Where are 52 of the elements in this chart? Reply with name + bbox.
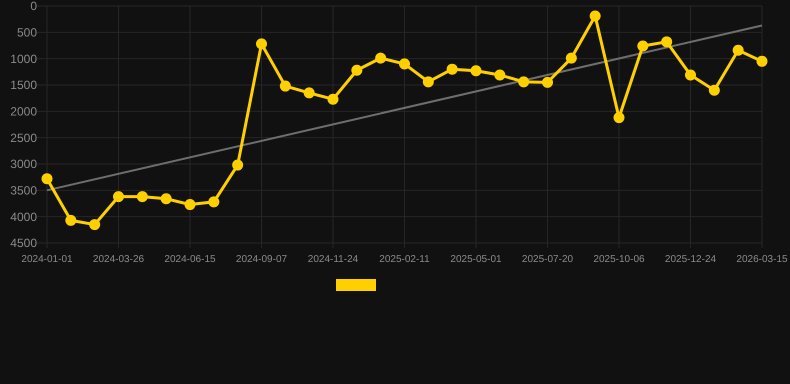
point: [208, 196, 220, 208]
point: [661, 36, 672, 48]
point: [756, 56, 768, 67]
point: [280, 80, 291, 92]
x-tick-label: 2025-10-06: [593, 254, 646, 265]
point: [65, 214, 76, 226]
point: [328, 94, 338, 105]
x-tick-label: 2025-07-20: [522, 254, 574, 265]
x-tick-label: 2026-03-15: [736, 254, 788, 265]
point: [494, 69, 506, 80]
point: [708, 84, 720, 96]
x-tick-label: 2025-05-01: [450, 254, 502, 265]
y-tick-label: 2500: [10, 130, 38, 145]
point: [446, 64, 458, 75]
y-tick-label: 4000: [10, 210, 38, 224]
point: [732, 44, 744, 56]
y-tick-label: 1000: [10, 52, 38, 66]
point: [566, 52, 577, 64]
point: [399, 58, 410, 70]
point: [518, 76, 530, 88]
point: [136, 191, 148, 202]
point: [375, 52, 386, 64]
point: [470, 65, 482, 76]
y-tick-label: 3500: [10, 184, 38, 198]
point: [160, 193, 172, 204]
y-tick-label: 1500: [10, 78, 38, 92]
x-tick-label: 2025-12-24: [664, 254, 717, 265]
x-tick-label: 2024-06-15: [164, 254, 216, 265]
x-tick-label: 2024-01-01: [21, 254, 74, 265]
point: [89, 219, 100, 230]
point: [304, 87, 315, 98]
x-tick-label: 2024-03-26: [92, 254, 145, 265]
point: [590, 10, 601, 22]
point: [42, 173, 52, 184]
point: [184, 199, 196, 210]
point: [422, 76, 434, 88]
point: [232, 160, 244, 171]
x-tick-label: 2024-09-07: [236, 254, 288, 265]
point: [614, 112, 624, 124]
x-tick-label: 2025-02-11: [379, 254, 430, 265]
y-tick-label: 2000: [10, 104, 38, 119]
point: [256, 38, 267, 50]
y-tick-label: 0: [30, 0, 38, 14]
x-tick-label: 2024-11-24: [308, 254, 359, 265]
y-tick-label: 4500: [10, 236, 38, 250]
y-tick-label: 3000: [10, 157, 38, 172]
point: [685, 69, 696, 80]
point: [113, 191, 124, 202]
y-tick-label: 500: [16, 26, 38, 40]
point: [351, 64, 362, 76]
point: [637, 40, 648, 52]
point: [542, 76, 553, 88]
